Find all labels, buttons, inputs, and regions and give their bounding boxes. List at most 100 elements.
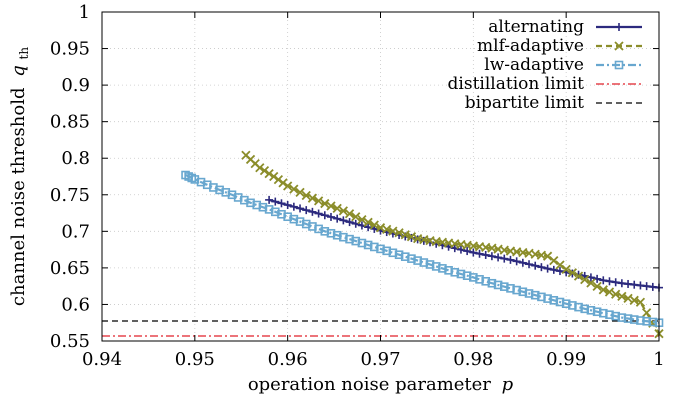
lw-adaptive-point <box>394 250 404 260</box>
mlf-adaptive-point <box>301 190 311 201</box>
alternating-point <box>469 248 478 257</box>
x-tick-label: 0.98 <box>453 349 493 370</box>
mlf-adaptive-point <box>269 171 279 182</box>
alternating-point <box>605 277 614 286</box>
mlf-adaptive-point <box>394 228 404 238</box>
alternating-point <box>302 206 311 215</box>
mlf-adaptive-point <box>611 289 621 299</box>
legend-label: lw-adaptive <box>484 55 584 75</box>
lw-adaptive-point <box>549 296 559 305</box>
legend-item-mlf-adaptive: mlf-adaptive <box>477 36 642 56</box>
x-tick-label: 0.94 <box>82 349 122 370</box>
lw-adaptive-point <box>264 205 274 214</box>
lw-adaptive-point <box>462 271 472 280</box>
x-tick-label: 0.99 <box>546 349 586 370</box>
mlf-adaptive-point <box>549 255 559 266</box>
alternating-point <box>320 211 329 220</box>
mlf-adaptive-point <box>259 166 270 176</box>
alternating-point <box>586 273 595 282</box>
x-tick-label: 0.97 <box>360 349 400 370</box>
x-tick-label: 1 <box>653 349 664 370</box>
lw-adaptive-point <box>370 242 379 252</box>
alternating-point <box>481 250 490 259</box>
alternating-point <box>283 201 292 210</box>
legend: alternatingmlf-adaptivelw-adaptivedistil… <box>448 17 642 113</box>
mlf-adaptive-point <box>283 181 293 191</box>
mlf-adaptive-point <box>598 285 608 295</box>
lw-adaptive-point <box>506 284 515 293</box>
alternating-point <box>364 223 373 232</box>
lw-adaptive-point <box>586 305 596 315</box>
lw-adaptive-point <box>493 280 503 290</box>
mlf-adaptive-point <box>623 293 633 303</box>
lw-adaptive-point <box>240 195 249 205</box>
alternating-point <box>265 195 274 204</box>
mlf-adaptive-point <box>307 193 318 203</box>
x-axis-label-variable: p <box>502 374 514 395</box>
mlf-adaptive-point <box>400 230 410 240</box>
lw-adaptive-point <box>258 202 268 212</box>
y-tick-label: 0.55 <box>50 331 90 352</box>
y-axis-label-subscript: th <box>17 47 31 60</box>
mlf-adaptive-point <box>641 308 652 318</box>
mlf-adaptive-point <box>369 220 379 230</box>
lw-adaptive-point <box>400 252 410 261</box>
y-tick-label: 0.6 <box>61 294 90 315</box>
alternating-point <box>271 197 280 206</box>
lw-adaptive-point <box>413 256 422 265</box>
alternating-point <box>500 254 509 263</box>
lw-adaptive-point <box>190 175 200 184</box>
y-axis-label-text: channel noise threshold <box>8 88 29 307</box>
legend-label: bipartite limit <box>465 93 584 113</box>
lw-adaptive-point <box>339 232 348 242</box>
mlf-adaptive-point <box>344 209 355 219</box>
mlf-adaptive-point <box>295 187 305 197</box>
lw-adaptive-point <box>215 185 224 195</box>
lw-adaptive-point <box>648 317 658 327</box>
y-axis-label: channel noise threshold q th <box>8 47 31 306</box>
lw-adaptive-point <box>289 214 299 224</box>
lw-adaptive-point <box>555 297 565 307</box>
lw-adaptive-point <box>512 285 521 295</box>
lw-adaptive-point <box>580 304 590 314</box>
alternating-series <box>265 195 663 292</box>
alternating-point <box>543 264 552 273</box>
lw-adaptive-point <box>332 230 342 240</box>
alternating-point <box>506 255 515 264</box>
lw-adaptive-point <box>357 238 367 248</box>
alternating-point <box>345 218 354 227</box>
lw-adaptive-line <box>185 174 660 324</box>
alternating-point <box>289 202 298 211</box>
legend-item-alternating: alternating <box>488 17 642 37</box>
mlf-adaptive-point <box>273 175 284 185</box>
mlf-adaptive-point <box>289 184 299 194</box>
lw-adaptive-point <box>252 200 262 210</box>
y-tick-label: 0.8 <box>61 148 90 169</box>
lw-adaptive-point <box>382 246 391 256</box>
alternating-point <box>611 278 620 287</box>
lw-adaptive-point <box>363 240 373 250</box>
lw-adaptive-point <box>475 275 484 284</box>
lw-adaptive-point <box>469 273 478 282</box>
mlf-adaptive-point <box>629 295 639 305</box>
lw-adaptive-point <box>636 316 645 325</box>
lw-adaptive-point <box>301 219 311 229</box>
mlf-adaptive-point <box>580 274 590 285</box>
lw-adaptive-point <box>221 188 231 197</box>
lw-adaptive-point <box>444 266 453 275</box>
alternating-point <box>531 261 540 270</box>
lw-adaptive-point <box>295 217 305 226</box>
lw-adaptive-point <box>524 289 534 298</box>
alternating-point <box>599 276 608 285</box>
alternating-point <box>333 214 342 223</box>
lw-adaptive-point <box>561 299 571 309</box>
lw-adaptive-point <box>227 190 237 200</box>
lw-adaptive-point <box>623 314 633 323</box>
y-axis-label-variable: q <box>8 65 29 77</box>
mlf-adaptive-point <box>320 198 330 209</box>
mlf-adaptive-point <box>338 206 349 216</box>
x-axis-ticks: 0.94 0.95 0.96 0.97 0.98 0.99 1 <box>82 12 665 370</box>
legend-label: distillation limit <box>448 74 585 94</box>
x-axis-label: operation noise parameter p <box>248 374 514 395</box>
